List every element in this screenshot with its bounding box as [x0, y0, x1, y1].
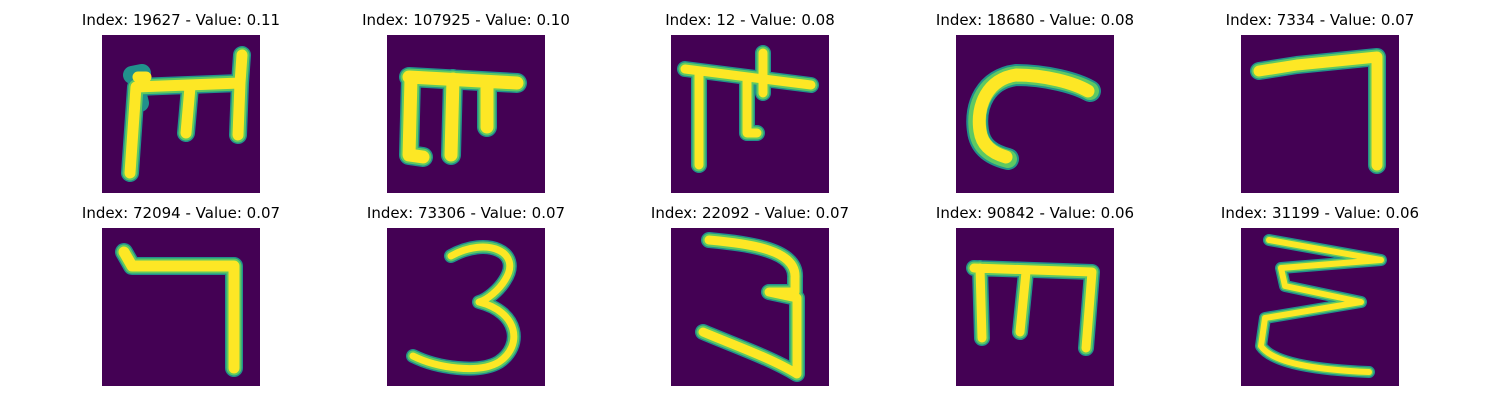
image-panel: Index: 19627 - Value: 0.11	[82, 11, 280, 193]
digit-image	[671, 228, 829, 386]
digit-glyph	[1255, 234, 1387, 378]
digit-image	[1241, 228, 1399, 386]
panel-title: Index: 31199 - Value: 0.06	[1220, 204, 1420, 222]
panel-title: Index: 73306 - Value: 0.07	[366, 204, 566, 222]
panel-title: Index: 12 - Value: 0.08	[665, 11, 835, 29]
image-panel: Index: 31199 - Value: 0.06	[1221, 204, 1419, 386]
digit-glyph	[1250, 48, 1386, 174]
panel-title: Index: 90842 - Value: 0.06	[935, 204, 1135, 222]
image-panel: Index: 107925 - Value: 0.10	[362, 11, 570, 193]
digit-image	[102, 35, 260, 193]
panel-title: Index: 19627 - Value: 0.11	[81, 11, 281, 29]
digit-glyph	[966, 260, 1100, 356]
panel-title: Index: 7334 - Value: 0.07	[1225, 11, 1415, 29]
panel-title: Index: 18680 - Value: 0.08	[935, 11, 1135, 29]
image-panel: Index: 72094 - Value: 0.07	[82, 204, 280, 386]
image-panel: Index: 73306 - Value: 0.07	[367, 204, 565, 386]
digit-glyph	[695, 232, 805, 382]
digit-glyph	[677, 45, 819, 173]
digit-image	[102, 228, 260, 386]
digit-glyph	[399, 67, 527, 167]
digit-glyph	[121, 46, 251, 182]
digit-glyph	[966, 64, 1101, 170]
panel-title: Index: 22092 - Value: 0.07	[650, 204, 850, 222]
image-panel: Index: 90842 - Value: 0.06	[936, 204, 1134, 386]
digit-glyph	[115, 243, 243, 377]
digit-image	[956, 35, 1114, 193]
image-panel: Index: 7334 - Value: 0.07	[1226, 11, 1414, 193]
image-panel: Index: 18680 - Value: 0.08	[936, 11, 1134, 193]
digit-image	[387, 228, 545, 386]
digit-image	[671, 35, 829, 193]
panel-title: Index: 72094 - Value: 0.07	[81, 204, 281, 222]
digit-image	[956, 228, 1114, 386]
image-panel: Index: 22092 - Value: 0.07	[651, 204, 849, 386]
panel-title: Index: 107925 - Value: 0.10	[362, 11, 570, 29]
digit-image	[387, 35, 545, 193]
image-panel: Index: 12 - Value: 0.08	[665, 11, 835, 193]
digit-glyph	[406, 240, 521, 376]
digit-image	[1241, 35, 1399, 193]
